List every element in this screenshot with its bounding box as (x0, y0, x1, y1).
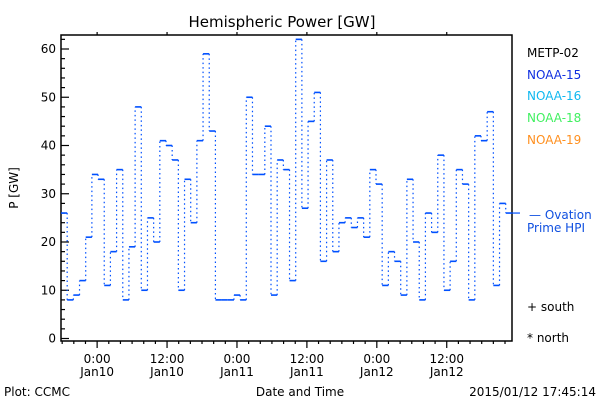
x-tick-label-time: 0:00 (363, 352, 390, 366)
series-ovation-prime-hpi (61, 38, 520, 301)
legend: METP-02 NOAA-15 NOAA-16 NOAA-18 NOAA-19 … (527, 46, 592, 345)
x-tick-label-date: Jan11 (219, 365, 254, 379)
y-axis: 0 10 20 30 40 50 60 (41, 38, 69, 346)
legend-south: + south (527, 300, 574, 314)
y-tick-label: 50 (41, 90, 56, 104)
x-tick-label-date: Jan11 (289, 365, 324, 379)
plot-frame (60, 34, 513, 342)
x-tick-label-time: 0:00 (223, 352, 250, 366)
x-axis-label: Date and Time (256, 385, 344, 399)
legend-noaa-18: NOAA-18 (527, 111, 581, 125)
y-tick-label: 0 (48, 332, 56, 346)
timestamp: 2015/01/12 17:45:14 (469, 385, 596, 399)
legend-hpi-line2: Prime HPI (527, 221, 585, 235)
legend-hpi-line1: — Ovation (529, 208, 592, 222)
y-tick-label: 10 (41, 283, 56, 297)
legend-noaa-19: NOAA-19 (527, 133, 581, 147)
y-axis-label: P [GW] (7, 167, 21, 209)
x-tick-label-time: 0:00 (84, 352, 111, 366)
legend-noaa-16: NOAA-16 (527, 89, 581, 103)
y-tick-label: 60 (41, 42, 56, 56)
y-tick-label: 30 (41, 187, 56, 201)
y-tick-label: 40 (41, 139, 56, 153)
x-tick-label-date: Jan10 (79, 365, 114, 379)
legend-noaa-15: NOAA-15 (527, 68, 581, 82)
x-tick-label-date: Jan10 (149, 365, 184, 379)
x-tick-label-time: 12:00 (150, 352, 185, 366)
chart-title: Hemispheric Power [GW] (189, 13, 376, 31)
legend-metp-02: METP-02 (527, 46, 579, 60)
x-tick-label-date: Jan12 (429, 365, 464, 379)
y-tick-label: 20 (41, 235, 56, 249)
x-tick-label-date: Jan12 (359, 365, 394, 379)
x-axis: 0:00Jan1012:00Jan100:00Jan1112:00Jan110:… (61, 32, 506, 379)
legend-north: * north (527, 331, 569, 345)
x-tick-label-time: 12:00 (429, 352, 464, 366)
x-tick-label-time: 12:00 (290, 352, 325, 366)
plot-credit: Plot: CCMC (4, 385, 70, 399)
